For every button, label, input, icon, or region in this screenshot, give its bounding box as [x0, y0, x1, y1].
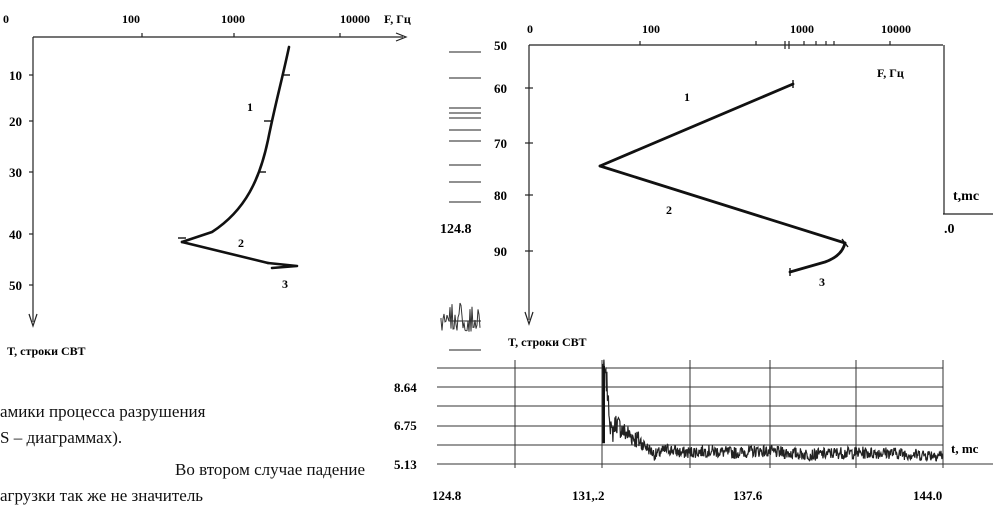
- right-curve-label-1: 1: [684, 90, 690, 104]
- left-chart: 0 100 1000 10000 F, Гц 10 20 30 40 50 T,…: [3, 12, 411, 358]
- bottom-x-tick-2: 137.6: [733, 488, 763, 503]
- left-y-tick-40: 40: [9, 227, 22, 242]
- bottom-signal-trace: [601, 359, 944, 463]
- background-axes: [940, 45, 993, 215]
- left-chart-y-tick-labels: 10 20 30 40 50: [9, 68, 22, 293]
- background-value-right: .0: [944, 222, 955, 237]
- left-chart-x-tick-labels: 0 100 1000 10000: [3, 12, 370, 26]
- right-curve-tick-marks: [789, 80, 849, 276]
- left-y-axis-label: T, строки СВТ: [7, 344, 86, 358]
- left-curve-label-1: 1: [247, 100, 253, 114]
- right-y-tick-90: 90: [494, 244, 507, 259]
- right-chart-background: [488, 10, 943, 360]
- left-curve-2: [180, 240, 270, 265]
- right-chart-curves: [598, 82, 847, 274]
- right-curve-3: [788, 241, 847, 274]
- bottom-x-tick-1: 131,.2: [572, 488, 605, 503]
- left-curve-1: [180, 45, 291, 244]
- bottom-chart-x-tick-labels: 124.8 131,.2 137.6 144.0: [432, 488, 942, 503]
- right-curve-labels: 1 2 3: [666, 90, 825, 289]
- right-x-tick-0: 0: [527, 22, 533, 36]
- bottom-chart-grid: [437, 360, 993, 468]
- left-x-tick-10000: 10000: [340, 12, 370, 26]
- bottom-chart-y-tick-labels: 8.64 6.75 5.13: [394, 380, 417, 472]
- left-x-axis-label: F, Гц: [384, 12, 411, 26]
- left-curve-labels: 1 2 3: [238, 100, 288, 291]
- background-noise-line: [440, 302, 481, 332]
- right-y-tick-80: 80: [494, 188, 507, 203]
- right-curve-label-2: 2: [666, 203, 672, 217]
- right-chart-axes: [524, 41, 943, 326]
- right-y-axis-label: T, строки СВТ: [508, 335, 587, 349]
- bottom-x-tick-3: 144.0: [913, 488, 942, 503]
- right-chart-y-tick-labels: 50 60 70 80 90: [494, 38, 507, 259]
- right-chart: 0 100 1000 10000 F, Гц 50 60 70 80 90 T,…: [488, 10, 943, 360]
- body-text-line-3: Во втором случае падение: [175, 460, 366, 479]
- left-x-tick-1000: 1000: [221, 12, 245, 26]
- bottom-x-axis-label: t, mc: [951, 441, 979, 456]
- left-x-tick-0: 0: [3, 12, 9, 26]
- left-curve-3: [266, 261, 299, 270]
- right-chart-x-tick-labels: 0 100 1000 10000: [527, 22, 911, 36]
- body-text-line-1: амики процесса разрушения: [0, 402, 206, 421]
- right-y-tick-60: 60: [494, 81, 507, 96]
- left-y-tick-30: 30: [9, 165, 22, 180]
- bottom-signal-line: [601, 359, 944, 463]
- right-curve-2: [598, 164, 847, 245]
- left-chart-curves: [180, 45, 299, 270]
- bottom-y-tick-0: 8.64: [394, 380, 417, 395]
- left-curve-label-3: 3: [282, 277, 288, 291]
- right-x-tick-10000: 10000: [881, 22, 911, 36]
- right-x-tick-100: 100: [642, 22, 660, 36]
- right-y-tick-70: 70: [494, 136, 507, 151]
- left-y-tick-50: 50: [9, 278, 22, 293]
- right-curve-label-3: 3: [819, 275, 825, 289]
- left-curve-tick-marks: [178, 74, 290, 239]
- bottom-y-tick-1: 6.75: [394, 418, 417, 433]
- left-x-tick-100: 100: [122, 12, 140, 26]
- background-axis-label: t,mc: [953, 189, 979, 204]
- left-curve-label-2: 2: [238, 236, 244, 250]
- body-text-line-4: агрузки так же не значитель: [0, 486, 204, 505]
- background-noise-signal: [440, 302, 481, 332]
- left-y-tick-20: 20: [9, 114, 22, 129]
- background-rule-lines: [449, 51, 481, 351]
- bottom-chart-background: [440, 360, 993, 505]
- bottom-chart: 8.64 6.75 5.13 124.8 131,.2 137.6 144.0 …: [394, 359, 993, 505]
- body-text-line-2: S – диаграммах).: [0, 428, 123, 447]
- right-y-tick-50: 50: [494, 38, 507, 53]
- bottom-y-tick-2: 5.13: [394, 457, 417, 472]
- bottom-x-tick-0: 124.8: [432, 488, 462, 503]
- left-y-tick-10: 10: [9, 68, 22, 83]
- left-chart-axes: [28, 32, 408, 328]
- right-x-axis-label: F, Гц: [877, 66, 904, 80]
- background-value-left: 124.8: [440, 222, 472, 237]
- right-x-tick-1000: 1000: [790, 22, 814, 36]
- background-figure-fragments: 124.8 t,mc .0: [440, 45, 993, 351]
- right-curve-1: [598, 82, 795, 168]
